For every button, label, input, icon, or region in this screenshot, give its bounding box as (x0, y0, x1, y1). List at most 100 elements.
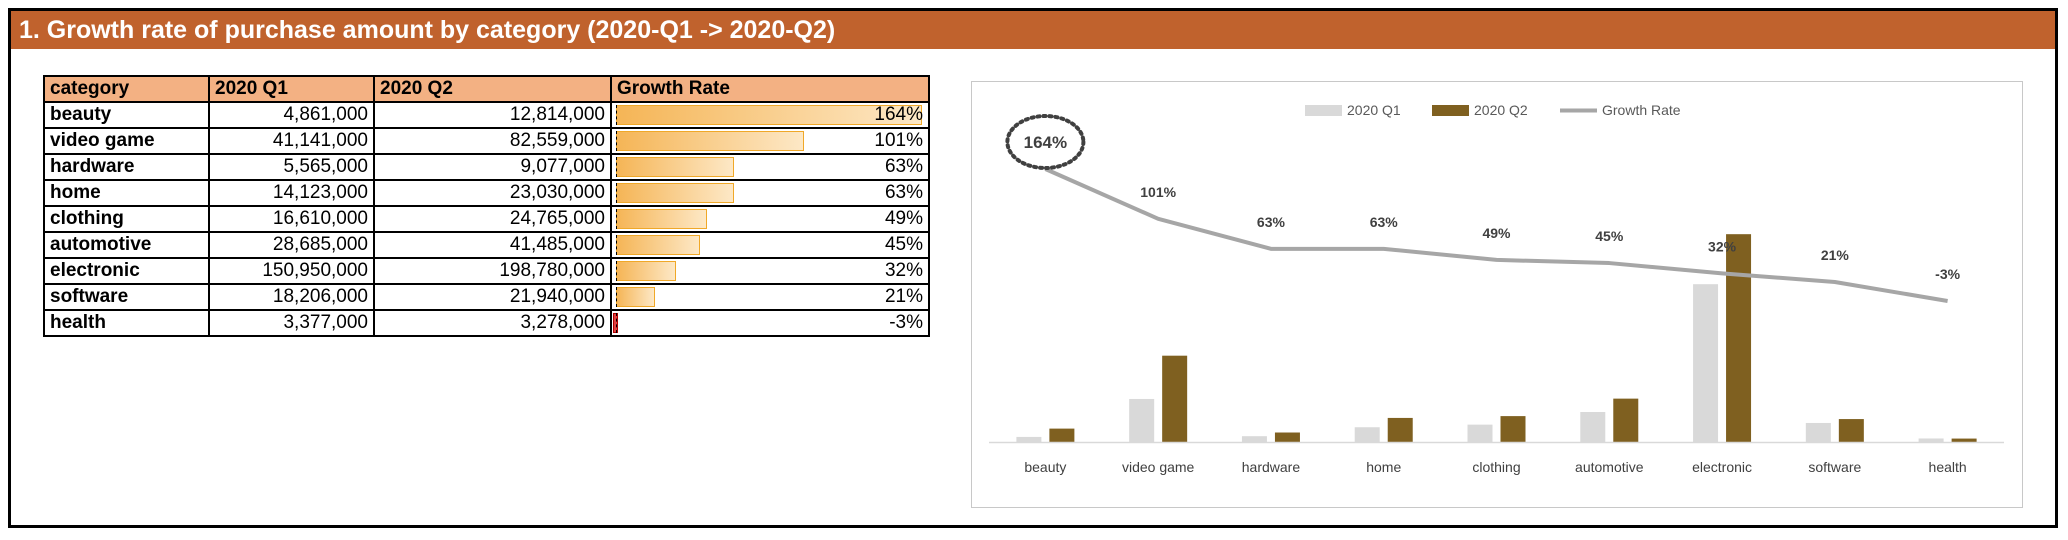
cell-growth-rate: 32% (610, 257, 930, 285)
bar-2020-q1 (1805, 422, 1831, 442)
data-bar-axis (616, 287, 617, 307)
data-bar-axis (616, 131, 617, 151)
legend-item-2020-q1-label: 2020 Q1 (1347, 102, 1401, 118)
data-bar (616, 287, 656, 307)
highlight-circle (1005, 114, 1086, 170)
x-tick-label: electronic (1692, 459, 1752, 475)
cell-2020-q1: 41,141,000 (208, 127, 375, 155)
growth-rate-value: 164% (874, 104, 923, 125)
growth-rate-label: 32% (1708, 238, 1737, 254)
data-bar (613, 313, 618, 333)
bar-2020-q1 (1918, 438, 1944, 442)
cell-growth-rate: 164% (610, 101, 930, 129)
cell-2020-q1: 150,950,000 (208, 257, 375, 285)
cell-2020-q2: 82,559,000 (373, 127, 612, 155)
table-row: video game 41,141,000 82,559,000 101% (43, 127, 930, 155)
table-row: clothing 16,610,000 24,765,000 49% (43, 205, 930, 233)
bar-2020-q2 (1838, 419, 1864, 442)
x-tick-label: beauty (1024, 459, 1066, 475)
growth-rate-label: -3% (1935, 266, 1960, 282)
cell-2020-q2: 12,814,000 (373, 101, 612, 129)
legend-item-2020-q1-swatch (1305, 105, 1342, 116)
table-row: electronic 150,950,000 198,780,000 32% (43, 257, 930, 285)
data-bar (616, 131, 805, 151)
cell-category: software (43, 283, 210, 311)
growth-table: category 2020 Q1 2020 Q2 Growth Rate bea… (43, 75, 930, 337)
cell-2020-q2: 24,765,000 (373, 205, 612, 233)
data-bar (616, 235, 700, 255)
cell-2020-q2: 21,940,000 (373, 283, 612, 311)
header-category: category (43, 75, 210, 103)
cell-2020-q2: 41,485,000 (373, 231, 612, 259)
bar-2020-q2 (1049, 428, 1075, 442)
x-tick-label: video game (1122, 459, 1195, 475)
growth-rate-label: 21% (1821, 247, 1850, 263)
growth-rate-label: 101% (1140, 184, 1176, 200)
growth-rate-value: 21% (884, 286, 923, 307)
data-bar (616, 209, 708, 229)
header-2020-q1: 2020 Q1 (208, 75, 375, 103)
growth-rate-value: 63% (884, 156, 923, 177)
cell-growth-rate: 21% (610, 283, 930, 311)
data-bar-axis (616, 105, 617, 125)
bar-2020-q2 (1274, 432, 1300, 442)
table-header-row: category 2020 Q1 2020 Q2 Growth Rate (43, 75, 930, 103)
x-tick-label: automotive (1575, 459, 1644, 475)
growth-chart: beauty video game hardware home clothing auto… (971, 81, 2023, 508)
bar-2020-q2 (1726, 234, 1752, 442)
data-bar-axis (616, 209, 617, 229)
chart-svg: beauty video game hardware home clothing auto… (989, 102, 2004, 475)
cell-category: home (43, 179, 210, 207)
data-bar (616, 183, 734, 203)
growth-rate-value: -3% (889, 312, 923, 333)
bar-2020-q1 (1241, 436, 1267, 442)
header-growth-rate: Growth Rate (610, 75, 930, 103)
growth-rate-label: 45% (1595, 228, 1624, 244)
growth-rate-label: 63% (1370, 214, 1399, 230)
cell-category: video game (43, 127, 210, 155)
bar-2020-q2 (1613, 398, 1639, 442)
growth-rate-value: 45% (884, 234, 923, 255)
bar-2020-q2 (1162, 355, 1188, 442)
x-tick-label: software (1808, 459, 1861, 475)
cell-2020-q2: 3,278,000 (373, 309, 612, 337)
x-tick-label: clothing (1472, 459, 1520, 475)
data-bar-axis (616, 157, 617, 177)
cell-2020-q1: 14,123,000 (208, 179, 375, 207)
x-tick-label: health (1929, 459, 1967, 475)
header-2020-q2: 2020 Q2 (373, 75, 612, 103)
bar-2020-q1 (1129, 398, 1155, 442)
report-frame: 1. Growth rate of purchase amount by cat… (8, 8, 2058, 528)
data-bar-axis (616, 235, 617, 255)
cell-category: health (43, 309, 210, 337)
cell-category: hardware (43, 153, 210, 181)
bar-2020-q2 (1387, 417, 1413, 442)
table-row: hardware 5,565,000 9,077,000 63% (43, 153, 930, 181)
bar-2020-q2 (1500, 416, 1526, 442)
cell-growth-rate: 101% (610, 127, 930, 155)
growth-rate-value: 32% (884, 260, 923, 281)
bar-2020-q1 (1580, 412, 1606, 442)
cell-category: beauty (43, 101, 210, 129)
growth-rate-label: 63% (1257, 214, 1286, 230)
cell-growth-rate: 63% (610, 153, 930, 181)
table-row: home 14,123,000 23,030,000 63% (43, 179, 930, 207)
data-bar-axis (616, 183, 617, 203)
bar-2020-q1 (1467, 424, 1493, 442)
growth-rate-value: 49% (884, 208, 923, 229)
table-row: beauty 4,861,000 12,814,000 164% (43, 101, 930, 129)
cell-growth-rate: -3% (610, 309, 930, 337)
x-tick-label: home (1366, 459, 1401, 475)
cell-category: automotive (43, 231, 210, 259)
cell-2020-q1: 5,565,000 (208, 153, 375, 181)
cell-category: electronic (43, 257, 210, 285)
cell-2020-q2: 9,077,000 (373, 153, 612, 181)
data-bar (616, 261, 676, 281)
cell-growth-rate: 49% (610, 205, 930, 233)
growth-rate-value: 101% (874, 130, 923, 151)
legend-item-2020-q2-label: 2020 Q2 (1474, 102, 1528, 118)
page-title: 1. Growth rate of purchase amount by cat… (11, 11, 2055, 49)
legend-item-2020-q2-swatch (1432, 105, 1469, 116)
table-row: software 18,206,000 21,940,000 21% (43, 283, 930, 311)
growth-rate-value: 63% (884, 182, 923, 203)
